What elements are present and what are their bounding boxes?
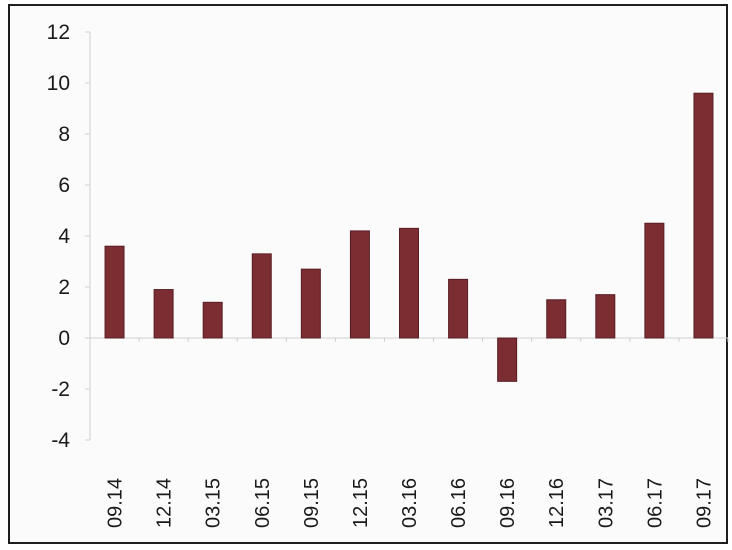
x-tick-label: 09.15 — [301, 478, 323, 528]
y-tick-label: 6 — [58, 174, 70, 197]
y-tick-label: 0 — [58, 327, 70, 350]
bar-12.16 — [546, 299, 567, 339]
bar-06.15 — [251, 253, 272, 339]
x-tick-label: 09.17 — [693, 478, 715, 528]
bar-03.17 — [595, 294, 616, 339]
y-tick-label: -2 — [51, 378, 70, 401]
bar-12.14 — [153, 289, 174, 339]
y-tick-label: 10 — [47, 72, 70, 95]
y-tick-label: 8 — [58, 123, 70, 146]
x-tick-label: 09.16 — [497, 478, 519, 528]
x-tick-label: 06.17 — [644, 478, 666, 528]
x-tick-label: 12.16 — [546, 478, 568, 528]
bar-03.16 — [399, 227, 419, 339]
bar-09.16 — [497, 337, 518, 382]
bar-12.15 — [349, 230, 370, 339]
bar-06.17 — [644, 222, 665, 339]
bar-03.15 — [202, 301, 223, 339]
y-tick-label: 12 — [47, 21, 70, 44]
bar-09.17 — [693, 92, 714, 339]
x-tick-label: 12.14 — [154, 478, 176, 528]
x-tick-label: 06.16 — [448, 478, 470, 528]
y-tick-label: -4 — [51, 429, 70, 452]
x-tick-label: 03.16 — [399, 478, 421, 528]
x-tick-label: 06.15 — [252, 478, 274, 528]
y-tick-label: 2 — [58, 276, 70, 299]
y-tick-label: 4 — [58, 225, 70, 248]
bar-09.15 — [300, 268, 321, 339]
bar-06.16 — [448, 278, 469, 339]
bar-09.14 — [104, 245, 125, 339]
x-tick-label: 03.15 — [203, 478, 225, 528]
x-tick-label: 12.15 — [350, 478, 372, 528]
x-tick-label: 03.17 — [595, 478, 617, 528]
x-tick-label: 09.14 — [105, 478, 127, 528]
